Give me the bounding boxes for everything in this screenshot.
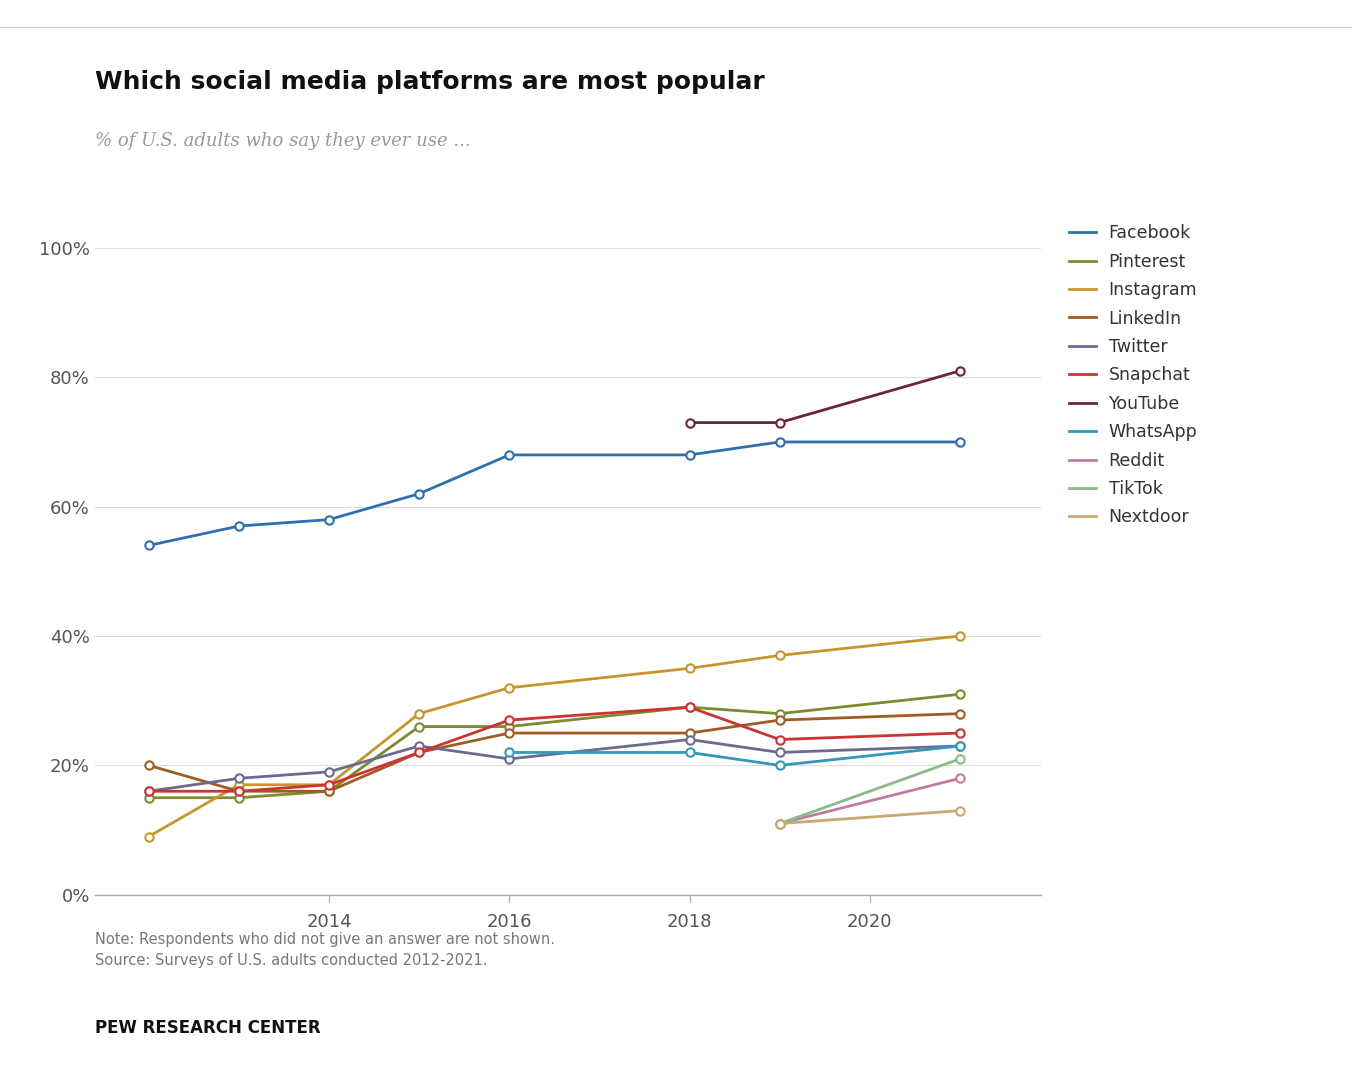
Line: LinkedIn: LinkedIn — [145, 709, 964, 796]
Nextdoor — [772, 817, 788, 830]
Reddit — [772, 817, 788, 830]
Twitter — [502, 752, 518, 765]
Snapchat — [502, 714, 518, 727]
Pinterest — [320, 785, 337, 798]
Pinterest — [681, 701, 698, 714]
Nextdoor — [952, 804, 968, 817]
Facebook — [502, 448, 518, 461]
WhatsApp — [502, 746, 518, 759]
Instagram — [231, 778, 247, 791]
Facebook — [952, 436, 968, 448]
Snapchat — [772, 733, 788, 746]
Instagram — [141, 830, 157, 843]
YouTube — [952, 364, 968, 377]
Facebook — [681, 448, 698, 461]
Facebook — [141, 539, 157, 552]
Text: Note: Respondents who did not give an answer are not shown.
Source: Surveys of U: Note: Respondents who did not give an an… — [95, 932, 554, 968]
Twitter — [320, 765, 337, 778]
Line: Twitter: Twitter — [145, 735, 964, 796]
TikTok — [772, 817, 788, 830]
Pinterest — [502, 720, 518, 733]
Facebook — [231, 520, 247, 533]
Pinterest — [411, 720, 427, 733]
Text: PEW RESEARCH CENTER: PEW RESEARCH CENTER — [95, 1019, 320, 1037]
Reddit — [952, 772, 968, 785]
Snapchat — [141, 785, 157, 798]
Line: Instagram: Instagram — [145, 632, 964, 841]
Snapchat — [681, 701, 698, 714]
Instagram — [681, 662, 698, 675]
Line: TikTok: TikTok — [776, 755, 964, 828]
Pinterest — [231, 791, 247, 804]
Line: Snapchat: Snapchat — [145, 703, 964, 796]
Facebook — [411, 487, 427, 500]
Instagram — [502, 681, 518, 694]
Legend: Facebook, Pinterest, Instagram, LinkedIn, Twitter, Snapchat, YouTube, WhatsApp, : Facebook, Pinterest, Instagram, LinkedIn… — [1068, 224, 1198, 526]
WhatsApp — [681, 746, 698, 759]
LinkedIn — [231, 785, 247, 798]
Line: Nextdoor: Nextdoor — [776, 806, 964, 828]
Instagram — [411, 707, 427, 720]
Line: YouTube: YouTube — [685, 367, 964, 427]
Twitter — [681, 733, 698, 746]
Pinterest — [952, 688, 968, 701]
Snapchat — [952, 727, 968, 740]
Text: % of U.S. adults who say they ever use ...: % of U.S. adults who say they ever use .… — [95, 132, 470, 150]
Facebook — [772, 436, 788, 448]
LinkedIn — [411, 746, 427, 759]
Line: Pinterest: Pinterest — [145, 690, 964, 802]
Twitter — [141, 785, 157, 798]
LinkedIn — [772, 714, 788, 727]
Line: Reddit: Reddit — [776, 774, 964, 828]
TikTok — [952, 752, 968, 765]
Instagram — [952, 630, 968, 642]
LinkedIn — [952, 707, 968, 720]
Instagram — [772, 649, 788, 662]
Pinterest — [141, 791, 157, 804]
WhatsApp — [772, 759, 788, 772]
Pinterest — [772, 707, 788, 720]
Text: Which social media platforms are most popular: Which social media platforms are most po… — [95, 70, 764, 94]
YouTube — [681, 416, 698, 429]
Snapchat — [411, 746, 427, 759]
LinkedIn — [502, 727, 518, 740]
Facebook — [320, 513, 337, 526]
Line: Facebook: Facebook — [145, 438, 964, 550]
LinkedIn — [681, 727, 698, 740]
Snapchat — [231, 785, 247, 798]
Twitter — [772, 746, 788, 759]
Snapchat — [320, 778, 337, 791]
LinkedIn — [141, 759, 157, 772]
Twitter — [411, 740, 427, 752]
YouTube — [772, 416, 788, 429]
Instagram — [320, 778, 337, 791]
Twitter — [231, 772, 247, 785]
Line: WhatsApp: WhatsApp — [506, 742, 964, 770]
Twitter — [952, 740, 968, 752]
WhatsApp — [952, 740, 968, 752]
LinkedIn — [320, 785, 337, 798]
